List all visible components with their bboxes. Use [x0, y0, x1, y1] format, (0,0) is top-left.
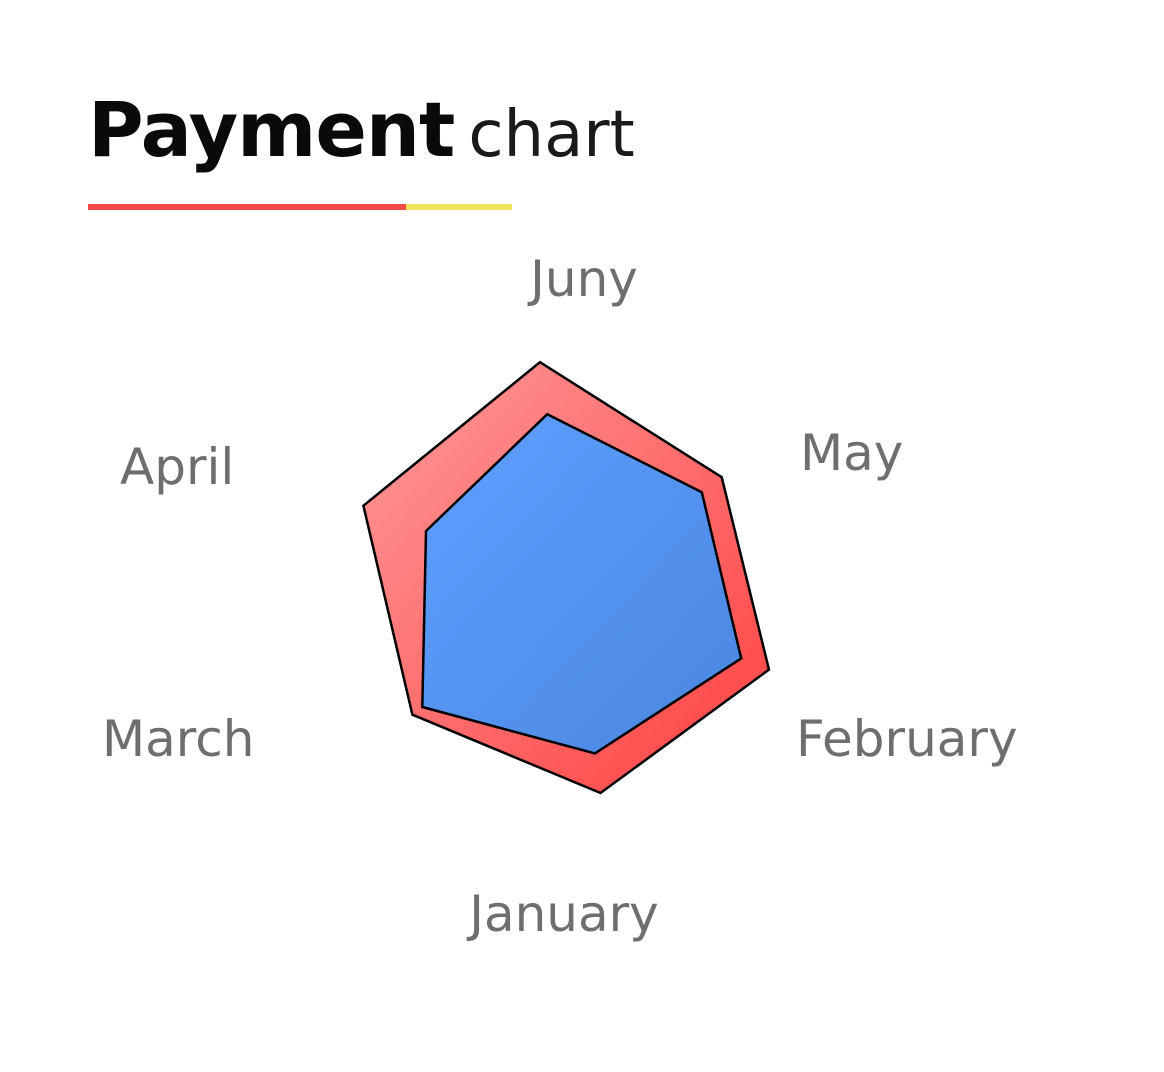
chart-title: Payment chart [88, 92, 635, 168]
underline-red-segment [88, 204, 406, 210]
axis-label-juny: Juny [527, 250, 638, 308]
axis-labels: Juny May February January March April [102, 250, 1018, 943]
title-underline [88, 204, 512, 210]
title-light: chart [468, 98, 635, 172]
axis-label-may: May [800, 424, 903, 482]
title-strong: Payment [88, 85, 455, 174]
underline-yellow-segment [406, 204, 512, 210]
series-layer [362, 360, 771, 795]
axis-label-february: February [796, 710, 1018, 768]
radar-series-blue [421, 412, 743, 755]
axis-label-march: March [102, 710, 254, 768]
axis-label-january: January [466, 885, 659, 943]
axis-label-april: April [120, 438, 234, 496]
